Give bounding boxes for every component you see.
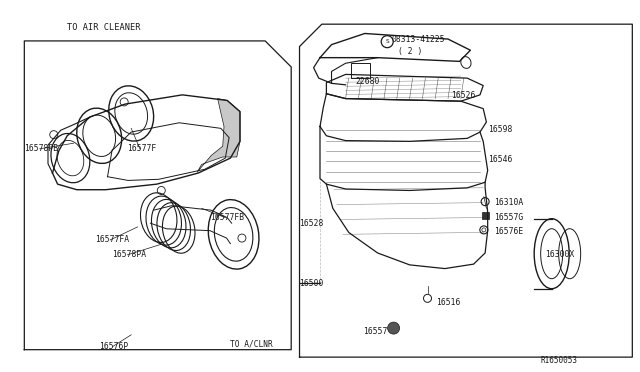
Text: 16516: 16516: [436, 298, 461, 307]
Text: R1650053: R1650053: [541, 356, 578, 365]
Text: 16528: 16528: [300, 219, 324, 228]
Text: 22680: 22680: [355, 77, 380, 86]
Text: 16577FB: 16577FB: [210, 213, 244, 222]
Text: 16310A: 16310A: [494, 198, 524, 207]
Text: S: S: [385, 39, 389, 44]
Text: TO AIR CLEANER: TO AIR CLEANER: [67, 23, 141, 32]
Polygon shape: [197, 99, 240, 172]
Text: 16577F: 16577F: [127, 144, 156, 153]
Bar: [482, 212, 489, 219]
Text: 16577FA: 16577FA: [95, 235, 129, 244]
Text: 16500: 16500: [300, 279, 324, 288]
Text: 16576E: 16576E: [494, 227, 524, 236]
Text: 16578PB: 16578PB: [24, 144, 58, 153]
Text: 16598: 16598: [488, 125, 512, 134]
Text: 16526: 16526: [451, 92, 476, 100]
Bar: [351, 63, 370, 78]
Text: 16546: 16546: [488, 155, 512, 164]
Text: 16557G: 16557G: [494, 213, 524, 222]
Text: ( 2 ): ( 2 ): [398, 47, 422, 56]
Circle shape: [388, 322, 399, 334]
Text: 16557: 16557: [364, 327, 388, 336]
Text: 16300X: 16300X: [545, 250, 575, 259]
Text: 16578PA: 16578PA: [112, 250, 146, 259]
Text: 16576P: 16576P: [99, 342, 129, 351]
Text: TO A/CLNR: TO A/CLNR: [230, 340, 273, 349]
Text: 08313-41225: 08313-41225: [392, 35, 445, 44]
